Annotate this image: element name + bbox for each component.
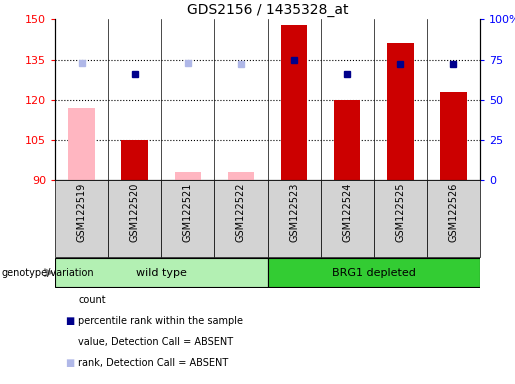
Text: GSM122524: GSM122524 [342, 183, 352, 242]
FancyBboxPatch shape [374, 180, 427, 257]
FancyBboxPatch shape [55, 180, 108, 257]
Text: GSM122522: GSM122522 [236, 183, 246, 242]
Bar [387, 43, 414, 180]
Title: GDS2156 / 1435328_at: GDS2156 / 1435328_at [187, 3, 348, 17]
Bar [68, 108, 95, 180]
Text: GSM122523: GSM122523 [289, 183, 299, 242]
Text: genotype/variation: genotype/variation [1, 268, 94, 278]
FancyBboxPatch shape [214, 180, 268, 257]
Text: ■: ■ [65, 358, 75, 368]
Text: GSM122521: GSM122521 [183, 183, 193, 242]
Bar [175, 172, 201, 180]
FancyBboxPatch shape [268, 180, 321, 257]
Text: value, Detection Call = ABSENT: value, Detection Call = ABSENT [78, 337, 233, 347]
Text: rank, Detection Call = ABSENT: rank, Detection Call = ABSENT [78, 358, 229, 368]
FancyBboxPatch shape [268, 258, 480, 287]
Bar [440, 92, 467, 180]
FancyBboxPatch shape [108, 180, 161, 257]
Text: GSM122525: GSM122525 [396, 183, 405, 242]
Bar [334, 100, 360, 180]
Text: wild type: wild type [136, 268, 187, 278]
Text: count: count [78, 295, 106, 305]
FancyBboxPatch shape [427, 180, 480, 257]
Text: percentile rank within the sample: percentile rank within the sample [78, 316, 243, 326]
Bar [228, 172, 254, 180]
Text: GSM122526: GSM122526 [449, 183, 458, 242]
Text: GSM122520: GSM122520 [130, 183, 140, 242]
FancyBboxPatch shape [55, 258, 268, 287]
Text: BRG1 depleted: BRG1 depleted [332, 268, 416, 278]
Bar [281, 25, 307, 180]
FancyBboxPatch shape [161, 180, 214, 257]
Text: ■: ■ [65, 316, 75, 326]
FancyBboxPatch shape [321, 180, 374, 257]
Bar [122, 140, 148, 180]
Text: GSM122519: GSM122519 [77, 183, 87, 242]
